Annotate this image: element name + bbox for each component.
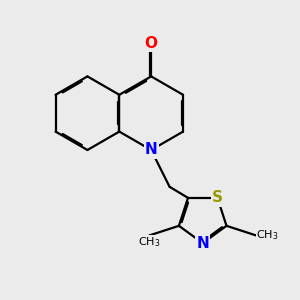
Text: N: N [196, 236, 209, 250]
Text: CH$_3$: CH$_3$ [256, 229, 279, 242]
Text: N: N [145, 142, 158, 158]
Text: O: O [145, 36, 158, 51]
Text: S: S [212, 190, 223, 205]
Text: CH$_3$: CH$_3$ [138, 236, 160, 249]
